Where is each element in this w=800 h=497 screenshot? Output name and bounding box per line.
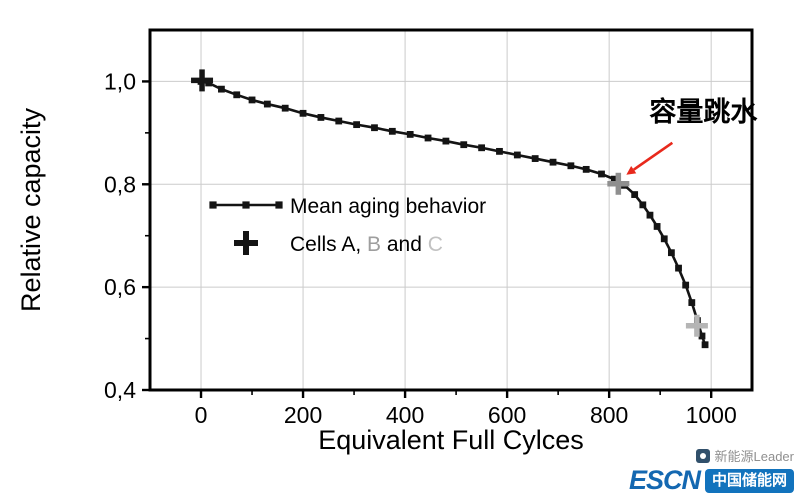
aging-curve-square-marker bbox=[682, 281, 690, 289]
plot-frame bbox=[148, 28, 754, 392]
aging-curve-square-marker bbox=[675, 264, 682, 272]
aging-curve-square-marker bbox=[248, 96, 256, 104]
x-tick-label: 400 bbox=[386, 402, 424, 428]
aging-curve-square-marker bbox=[496, 147, 503, 155]
aging-curve-square-marker bbox=[698, 332, 706, 340]
xinnengyuan-leader-icon bbox=[695, 448, 710, 463]
aging-curve-square-marker bbox=[667, 249, 675, 257]
aging-curve-square-marker bbox=[631, 191, 639, 198]
aging-curve-square-marker bbox=[513, 151, 521, 159]
aging-curve-square-marker bbox=[660, 235, 668, 243]
aging-curve-square-marker bbox=[653, 223, 661, 230]
aging-curve-square-marker bbox=[701, 341, 709, 349]
escn-logo: ESCN 中国储能网 bbox=[629, 467, 794, 494]
annotation-arrowhead bbox=[626, 165, 637, 175]
legend-cells-label: Cells A, B and C bbox=[290, 233, 443, 256]
aging-curve-square-marker bbox=[688, 299, 696, 306]
aging-curve-square-marker bbox=[233, 91, 241, 99]
y-tick-label: 0,6 bbox=[104, 274, 136, 300]
aging-curve-square-marker bbox=[406, 131, 414, 138]
aging-curve-square-marker bbox=[218, 85, 225, 93]
aging-curve-square-marker bbox=[263, 100, 271, 108]
aging-curve-square-marker bbox=[442, 137, 450, 145]
watermark-source-text: 新能源Leader bbox=[714, 449, 794, 464]
y-tick-label: 0,8 bbox=[104, 171, 136, 197]
x-tick-label: 0 bbox=[195, 402, 208, 428]
x-axis-title: Equivalent Full Cylces bbox=[318, 425, 584, 455]
aging-curve-square-marker bbox=[424, 134, 432, 142]
y-tick-label: 1,0 bbox=[104, 68, 136, 94]
y-tick-label: 0,4 bbox=[104, 377, 136, 403]
legend-square-marker bbox=[209, 201, 217, 209]
aging-curve-square-marker bbox=[299, 109, 307, 117]
x-tick-label: 1000 bbox=[686, 402, 737, 428]
aging-curve-square-marker bbox=[371, 124, 378, 132]
aging-curve-square-marker bbox=[598, 170, 605, 178]
aging-curve-square-marker bbox=[582, 165, 590, 173]
aging-curve-square-marker bbox=[281, 104, 289, 112]
aging-curve-square-marker bbox=[460, 141, 468, 149]
aging-curve-square-marker bbox=[335, 117, 343, 125]
watermark-source-row: 新能源Leader bbox=[629, 446, 794, 465]
escn-logo-badge: 中国储能网 bbox=[704, 468, 794, 493]
legend-square-marker bbox=[242, 201, 250, 209]
aging-curve-square-marker bbox=[567, 162, 575, 170]
aging-curve-square-marker bbox=[549, 158, 557, 166]
aging-curve-square-marker bbox=[388, 127, 396, 135]
aging-curve-square-marker bbox=[531, 155, 539, 162]
aging-curve-square-marker bbox=[646, 211, 654, 219]
aging-curve-square-marker bbox=[478, 144, 486, 152]
annotation-text: 容量跳水 bbox=[649, 96, 758, 127]
legend-mean-aging-label: Mean aging behavior bbox=[290, 195, 486, 218]
legend-square-marker bbox=[275, 201, 283, 209]
x-tick-label: 200 bbox=[284, 402, 322, 428]
x-tick-label: 800 bbox=[590, 402, 628, 428]
escn-logo-text: ESCN bbox=[628, 465, 701, 495]
y-axis-title: Relative capacity bbox=[16, 107, 46, 312]
annotation-arrow bbox=[632, 141, 674, 171]
x-tick-label: 600 bbox=[488, 402, 526, 428]
aging-curve-square-marker bbox=[610, 175, 618, 183]
aging-curve-square-marker bbox=[353, 121, 361, 129]
watermark: 新能源Leader ESCN 中国储能网 bbox=[629, 446, 794, 494]
aging-curve-square-marker bbox=[317, 114, 325, 121]
aging-curve-square-marker bbox=[639, 201, 647, 209]
